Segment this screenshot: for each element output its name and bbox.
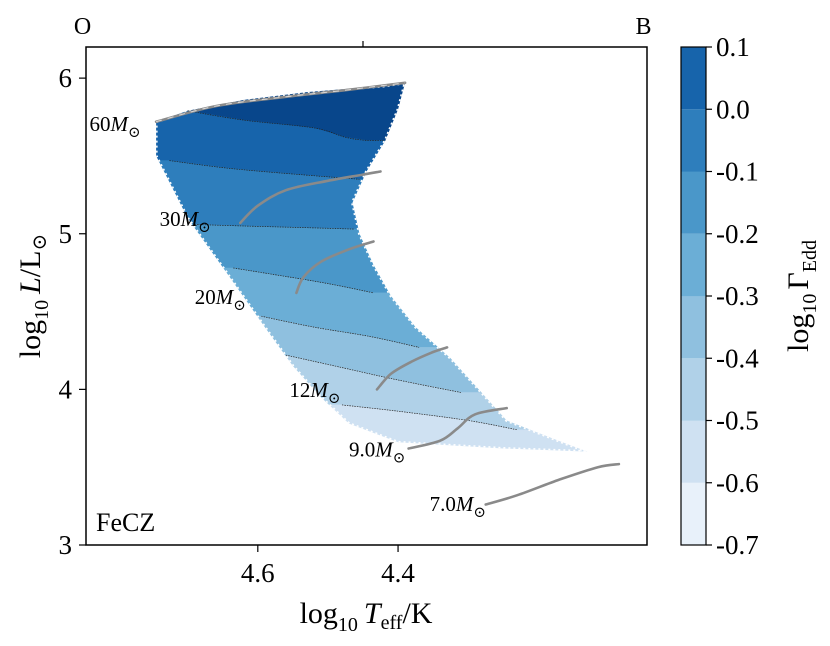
mass-label-m: M <box>110 112 130 136</box>
y-axis-label: log10 L/L⊙ <box>14 234 53 358</box>
x-axis-ticks: 4.6 4.4 <box>241 545 415 588</box>
x-label-base: log <box>300 597 338 630</box>
colorbar-segment <box>681 233 706 297</box>
x-label-unit: /K <box>402 597 432 630</box>
contour-line <box>285 354 462 393</box>
cb-label-base: log <box>782 314 815 352</box>
colorbar <box>681 47 706 546</box>
x-tick-label: 4.4 <box>381 558 415 588</box>
mass-label-number: 30 <box>160 207 181 231</box>
cb-label-sub: 10 <box>799 294 821 314</box>
colorbar-tick-label: -0.6 <box>716 468 759 498</box>
colorbar-tick-label: -0.5 <box>716 406 759 436</box>
colorbar-tick-label: -0.3 <box>716 281 759 311</box>
plot-frame <box>85 46 648 546</box>
sun-symbol: ⊙ <box>198 220 211 236</box>
sun-symbol: ⊙ <box>393 450 406 466</box>
mass-label-number: 9.0 <box>349 437 375 461</box>
sun-symbol: ⊙ <box>328 391 341 407</box>
colorbar-tick-label: 0.1 <box>716 32 750 62</box>
evolution-track <box>295 240 375 295</box>
y-label-base: log <box>14 320 47 358</box>
y-tick-label: 3 <box>59 530 73 560</box>
sun-symbol: ⊙ <box>473 505 486 521</box>
x-axis-label: log10 Teff/K <box>300 597 433 636</box>
mass-label-number: 7.0 <box>430 492 456 516</box>
colorbar-tick-label: -0.7 <box>716 530 759 560</box>
mass-label: 20M⊙ <box>195 285 246 314</box>
cb-label-var: Γ <box>782 272 815 289</box>
cb-label-var-sub: Edd <box>799 240 821 272</box>
contour-line <box>194 224 355 230</box>
evolution-track <box>407 406 508 450</box>
mass-label-m: M <box>180 207 200 231</box>
evolution-track <box>375 346 449 391</box>
top-axis-label: O <box>74 14 91 40</box>
colorbar-tick-label: 0.0 <box>716 94 750 124</box>
contour-lines-group <box>169 110 518 431</box>
evolution-track-highlight <box>155 82 406 123</box>
x-label-var: T <box>364 597 383 630</box>
sun-symbol: ⊙ <box>233 298 246 314</box>
mass-label-m: M <box>455 492 475 516</box>
sun-symbol: ⊙ <box>128 125 141 141</box>
y-label-unit: /L <box>14 251 47 278</box>
mass-label-number: 20 <box>195 285 216 309</box>
colorbar-segment <box>681 109 706 172</box>
mass-label-m: M <box>374 437 394 461</box>
contour-line <box>233 267 374 294</box>
contour-line <box>187 110 386 141</box>
mass-label: 9.0M⊙ <box>349 437 405 466</box>
x-label-var-sub: eff <box>381 612 403 634</box>
y-axis-ticks: 3 4 5 6 <box>59 63 86 560</box>
panel-label: FeCZ <box>96 508 155 537</box>
x-tick-label: 4.6 <box>241 558 275 588</box>
colorbar-ticks: -0.7 -0.6 -0.5 -0.4 -0.3 -0.2 -0.1 0.0 0.1 <box>706 32 759 560</box>
mass-label-m: M <box>309 378 329 402</box>
mass-label-number: 60 <box>90 112 111 136</box>
y-label-sun: ⊙ <box>29 234 51 251</box>
colorbar-segment <box>681 420 706 483</box>
contour-line <box>341 404 518 431</box>
contour-line <box>169 160 360 180</box>
mass-label: 7.0M⊙ <box>430 492 486 521</box>
mass-labels-group: 60M⊙30M⊙20M⊙12M⊙9.0M⊙7.0M⊙ <box>90 112 486 521</box>
tracks-group <box>154 81 621 506</box>
colorbar-segment <box>681 482 706 546</box>
colorbar-tick-label: -0.2 <box>716 219 759 249</box>
colorbar-segment <box>681 47 706 110</box>
x-label-sub: 10 <box>338 614 358 636</box>
colorbar-label: log10 ΓEdd <box>782 240 821 352</box>
y-label-var: L <box>14 277 47 295</box>
y-tick-label: 4 <box>59 374 73 404</box>
evolution-track <box>484 462 621 506</box>
contour-line <box>261 315 420 348</box>
evolution-track <box>239 170 382 225</box>
y-label-sub: 10 <box>31 300 53 320</box>
colorbar-segment <box>681 296 706 359</box>
y-tick-label: 6 <box>59 63 73 93</box>
colorbar-tick-label: -0.4 <box>716 343 759 373</box>
mass-label: 60M⊙ <box>90 112 141 141</box>
mass-label: 30M⊙ <box>160 207 211 236</box>
colorbar-segment <box>681 171 706 234</box>
y-tick-label: 5 <box>59 219 73 249</box>
colorbar-tick-label: -0.1 <box>716 157 759 187</box>
mass-label-number: 12 <box>289 378 310 402</box>
mass-label: 12M⊙ <box>289 378 340 407</box>
mass-label-m: M <box>215 285 235 309</box>
colorbar-segment <box>681 358 706 421</box>
top-axis-label: B <box>635 14 651 40</box>
